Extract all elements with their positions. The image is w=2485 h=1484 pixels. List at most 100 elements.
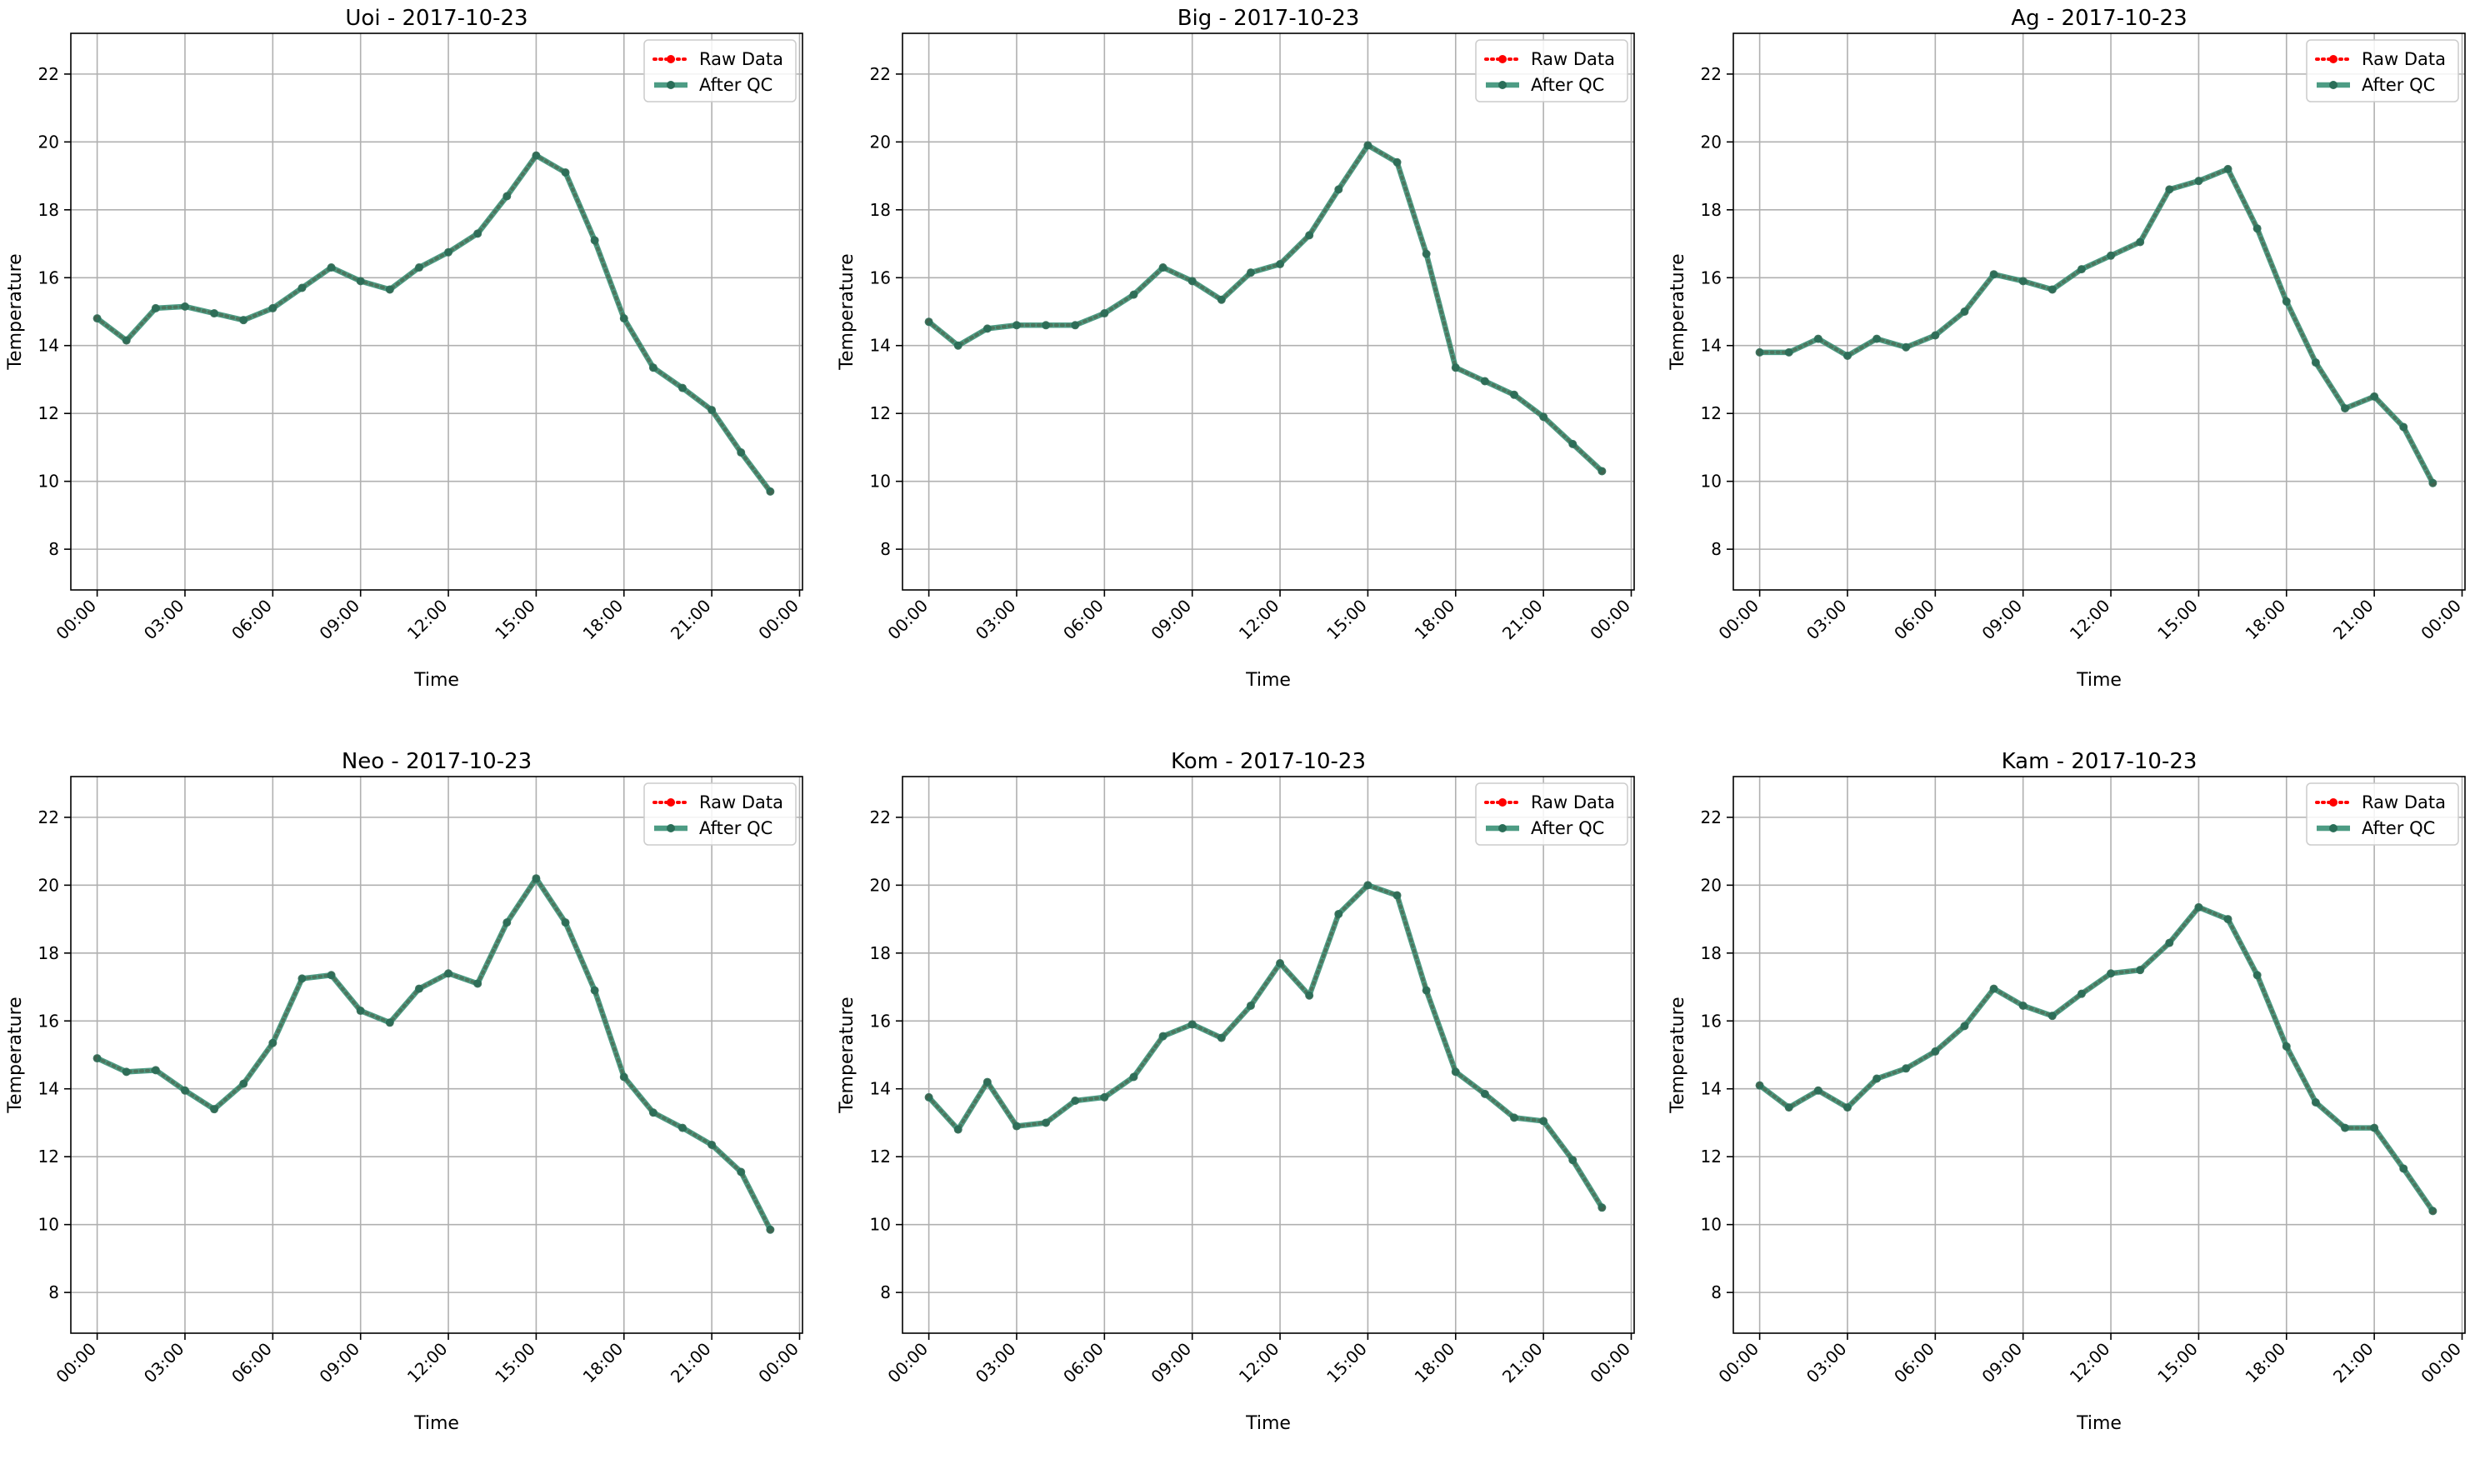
legend-qc-label: After QC bbox=[2362, 818, 2435, 838]
y-tick-label: 10 bbox=[38, 472, 59, 492]
y-tick-label: 18 bbox=[1701, 200, 1722, 220]
after-qc-point bbox=[982, 324, 992, 333]
x-tick-label: 09:00 bbox=[315, 1339, 363, 1387]
legend-qc-label: After QC bbox=[2362, 75, 2435, 95]
axes-frame bbox=[70, 32, 803, 591]
legend: Raw Data After QC bbox=[2306, 782, 2459, 846]
after-qc-point bbox=[561, 918, 570, 927]
y-tick-label: 22 bbox=[870, 64, 891, 84]
after-qc-point bbox=[953, 341, 962, 350]
x-tick-label: 06:00 bbox=[228, 1339, 276, 1387]
after-qc-point bbox=[1539, 1117, 1548, 1126]
after-qc-point bbox=[1813, 1086, 1822, 1095]
after-qc-point bbox=[2136, 966, 2145, 975]
after-qc-point bbox=[2399, 422, 2408, 432]
legend-qc-marker bbox=[2329, 824, 2338, 832]
after-qc-point bbox=[2341, 1123, 2350, 1132]
after-qc-point bbox=[385, 1018, 394, 1027]
x-tick-label: 12:00 bbox=[1235, 1339, 1283, 1387]
x-tick-label: 15:00 bbox=[2153, 596, 2202, 644]
after-qc-point bbox=[2136, 237, 2145, 247]
after-qc-point bbox=[590, 986, 599, 995]
after-qc-point bbox=[1276, 959, 1285, 968]
x-tick-label: 15:00 bbox=[491, 1339, 539, 1387]
after-qc-point bbox=[2107, 251, 2116, 260]
axes-frame bbox=[902, 776, 1635, 1334]
after-qc-line bbox=[1759, 166, 2436, 485]
legend: Raw Data After QC bbox=[643, 39, 797, 102]
y-tick-label: 22 bbox=[38, 807, 59, 827]
y-tick-label: 12 bbox=[38, 1147, 59, 1167]
x-tick-label: 21:00 bbox=[667, 596, 715, 644]
after-qc-point bbox=[2252, 224, 2262, 233]
after-qc-point bbox=[2018, 1001, 2028, 1010]
x-tick-label: 00:00 bbox=[754, 1339, 802, 1387]
after-qc-line bbox=[96, 875, 773, 1232]
after-qc-point bbox=[678, 383, 688, 392]
after-qc-point bbox=[2311, 1098, 2320, 1107]
after-qc-point bbox=[1480, 377, 1489, 386]
after-qc-point bbox=[268, 303, 278, 312]
x-tick-label: 18:00 bbox=[1411, 596, 1459, 644]
after-qc-point bbox=[1334, 909, 1343, 918]
after-qc-point bbox=[1510, 1113, 1519, 1122]
x-tick-label: 06:00 bbox=[228, 596, 276, 644]
y-tick-label: 20 bbox=[1701, 132, 1722, 152]
raw-data-line bbox=[95, 875, 772, 1232]
y-tick-label: 20 bbox=[1701, 875, 1722, 895]
after-qc-point bbox=[561, 168, 570, 177]
after-qc-point bbox=[122, 336, 131, 345]
after-qc-point bbox=[1363, 141, 1372, 150]
after-qc-point bbox=[1334, 185, 1343, 194]
axes-frame bbox=[70, 776, 803, 1334]
x-tick-label: 18:00 bbox=[579, 1339, 628, 1387]
after-qc-point bbox=[2370, 392, 2379, 401]
after-qc-point bbox=[2077, 265, 2086, 274]
after-qc-point bbox=[2194, 902, 2203, 912]
after-qc-point bbox=[2077, 989, 2086, 998]
subplot-title: Uoi - 2017-10-23 bbox=[345, 6, 528, 31]
after-qc-point bbox=[1902, 342, 1911, 352]
y-tick-label: 8 bbox=[880, 1282, 891, 1302]
after-qc-point bbox=[414, 984, 423, 993]
y-tick-label: 8 bbox=[880, 539, 891, 559]
x-axis-label: Time bbox=[1245, 1413, 1291, 1434]
x-tick-label: 15:00 bbox=[2153, 1339, 2202, 1387]
after-qc-point bbox=[1217, 1033, 1226, 1042]
after-qc-point bbox=[2428, 1207, 2438, 1216]
legend-raw-label: Raw Data bbox=[2362, 49, 2446, 69]
y-axis-label: Temperature bbox=[5, 253, 26, 370]
x-tick-label: 12:00 bbox=[403, 596, 452, 644]
after-qc-point bbox=[1813, 334, 1822, 343]
y-tick-label: 8 bbox=[48, 1282, 59, 1302]
x-tick-label: 00:00 bbox=[52, 596, 100, 644]
legend-qc-marker bbox=[1498, 81, 1507, 89]
legend-raw-label: Raw Data bbox=[699, 792, 783, 812]
x-tick-label: 00:00 bbox=[754, 596, 802, 644]
x-tick-label: 09:00 bbox=[1147, 1339, 1195, 1387]
after-qc-point bbox=[1960, 307, 1969, 316]
after-qc-point bbox=[1989, 984, 1998, 993]
legend-raw-marker bbox=[1498, 798, 1507, 807]
after-qc-point bbox=[2428, 478, 2438, 487]
after-qc-point bbox=[210, 1105, 219, 1114]
y-tick-label: 18 bbox=[870, 200, 891, 220]
after-qc-point bbox=[1392, 891, 1402, 900]
x-tick-label: 09:00 bbox=[1978, 596, 2026, 644]
legend-raw-marker bbox=[2329, 798, 2338, 807]
y-axis-label: Temperature bbox=[837, 997, 858, 1113]
legend-qc-label: After QC bbox=[1531, 75, 1604, 95]
after-qc-point bbox=[1931, 331, 1940, 340]
after-qc-point bbox=[619, 314, 628, 323]
after-qc-point bbox=[239, 316, 248, 325]
after-qc-point bbox=[385, 285, 394, 294]
y-tick-label: 10 bbox=[870, 472, 891, 492]
x-tick-label: 00:00 bbox=[52, 1339, 100, 1387]
after-qc-point bbox=[298, 283, 307, 292]
after-qc-line bbox=[1758, 904, 2436, 1213]
legend-raw-label: Raw Data bbox=[1531, 792, 1615, 812]
y-tick-label: 22 bbox=[1701, 807, 1722, 827]
after-qc-point bbox=[1480, 1089, 1489, 1098]
x-tick-label: 00:00 bbox=[883, 1339, 932, 1387]
y-tick-label: 22 bbox=[870, 807, 891, 827]
